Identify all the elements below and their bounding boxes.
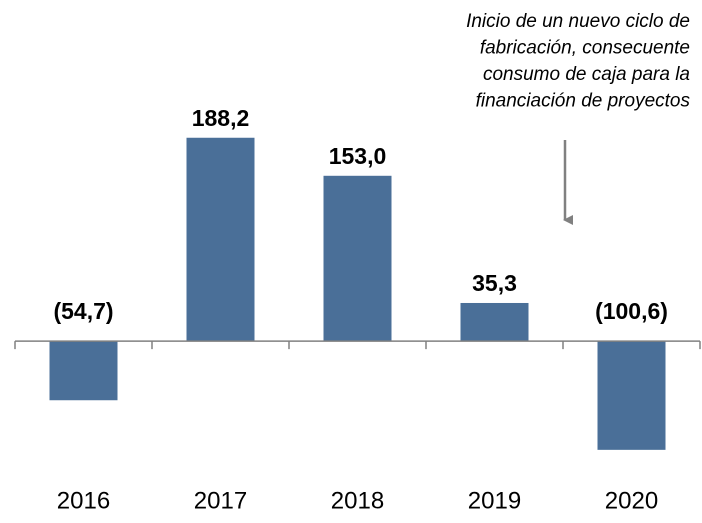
annotation-text: fabricación, consecuente	[480, 38, 690, 59]
value-label: (100,6)	[595, 298, 668, 324]
bar	[186, 137, 255, 342]
bar	[323, 175, 392, 342]
value-label: 153,0	[329, 143, 387, 169]
value-label: 35,3	[472, 270, 517, 296]
annotation-text: consumo de caja para la	[483, 64, 690, 85]
annotation-text: Inicio de un nuevo ciclo de	[466, 11, 690, 32]
value-label: 188,2	[192, 105, 250, 131]
x-tick-label: 2017	[194, 487, 247, 514]
x-tick-label: 2016	[57, 487, 110, 514]
x-tick-label: 2018	[331, 487, 384, 514]
value-label: (54,7)	[53, 298, 113, 324]
bar	[49, 341, 118, 401]
x-tick-label: 2019	[468, 487, 521, 514]
annotation-text: financiación de proyectos	[476, 91, 691, 112]
x-tick-label: 2020	[605, 487, 658, 514]
bar	[460, 302, 529, 342]
bar	[597, 341, 666, 450]
